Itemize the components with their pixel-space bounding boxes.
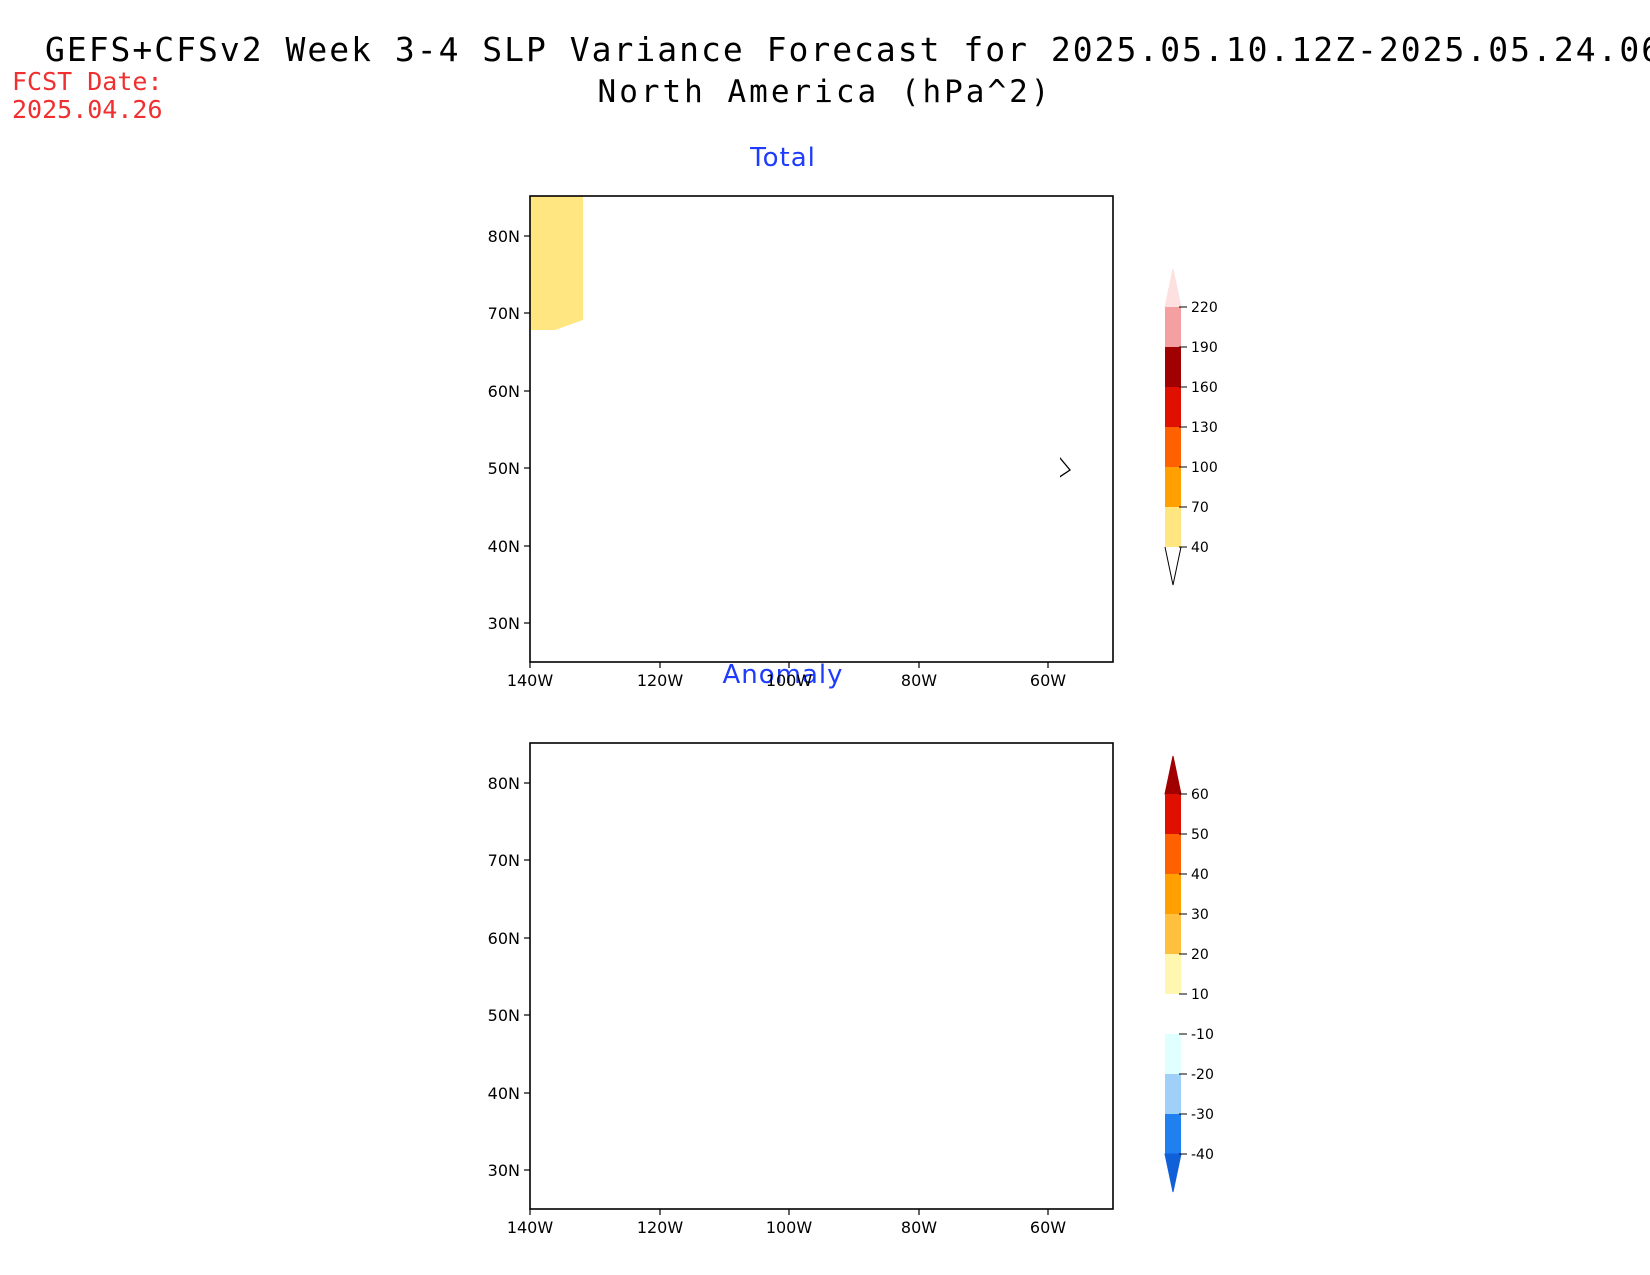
lat-tick-label: 40N [488,537,520,556]
lat-tick-label: 60N [488,929,520,948]
shaded-region-total [0,216,34,298]
panel-title-anomaly: Anomaly [722,660,844,690]
colorbar-label: 130 [1191,420,1218,436]
colorbar-arrow-bottom [1164,1153,1182,1193]
colorbar-label: 30 [1191,907,1209,923]
colorbar-box [1165,954,1181,994]
shaded-region-total [530,196,583,330]
lon-tick-label: 80W [901,671,937,690]
lat-tick-label: 70N [488,851,520,870]
lat-tick-label: 70N [488,304,520,323]
colorbar-label: 100 [1191,460,1218,476]
lon-tick-label: 140W [507,671,554,690]
colorbar-box [1165,307,1181,347]
forecast-date-label: FCST Date: [12,67,163,96]
lon-tick-label: 120W [637,671,684,690]
shaded-region-anomaly-neg [190,310,230,358]
colorbar-label: -40 [1191,1147,1214,1163]
colorbar-label: 40 [1191,540,1209,556]
colorbar-box [1165,834,1181,874]
map-panel-anomaly: 80N 70N 60N 50N 40N 30N 140W 120W 100W 80W 60W 60 5… [190,52,1214,1237]
chart-subtitle: North America (hPa^2) [597,74,1053,110]
lat-tick-label: 40N [488,1084,520,1103]
lat-tick-label: 50N [488,1006,520,1025]
lon-tick-label: 100W [766,1218,813,1237]
colorbar-box [1165,1034,1181,1074]
lat-tick-label: 30N [488,614,520,633]
colorbar-label: 10 [1191,987,1209,1003]
colorbar-label: 160 [1191,380,1218,396]
forecast-date-value: 2025.04.26 [12,95,163,124]
colorbar-box [1165,387,1181,427]
colorbar-label: -10 [1191,1027,1214,1043]
colorbar-box [1165,794,1181,834]
map-panel-total: 80N 70N 60N 50N 40N 30N 140W 120W 100W 80W 60W 220… [0,195,1218,690]
colorbar-box [1165,874,1181,914]
lon-tick-label: 140W [507,1218,554,1237]
lat-tick-label: 60N [488,382,520,401]
lat-tick-label: 50N [488,459,520,478]
lon-tick-label: 100W [766,671,813,690]
colorbar-arrow-top [1164,755,1182,795]
lon-tick-label: 60W [1030,1218,1066,1237]
colorbar-label: 50 [1191,827,1209,843]
colorbar-box [1165,1114,1181,1154]
colorbar-label: 190 [1191,340,1218,356]
panel-title-total: Total [750,143,816,173]
colorbar-label: 70 [1191,500,1209,516]
colorbar-label: 40 [1191,867,1209,883]
colorbar-label: -20 [1191,1067,1214,1083]
colorbar-label: -30 [1191,1107,1214,1123]
colorbar-arrow-top [1164,268,1182,308]
shaded-region-anomaly-pos [545,52,583,66]
lon-tick-label: 120W [637,1218,684,1237]
colorbar-box [1165,507,1181,547]
colorbar-label: 20 [1191,947,1209,963]
colorbar-arrow-bottom [1164,546,1182,586]
colorbar-box [1165,1074,1181,1114]
colorbar-label: 60 [1191,787,1209,803]
chart-title: GEFS+CFSv2 Week 3-4 SLP Variance Forecas… [44,30,1650,69]
colorbar-box [1165,914,1181,954]
colorbar-box [1165,347,1181,387]
lat-tick-label: 30N [488,1161,520,1180]
forecast-date: FCST Date: 2025.04.26 [12,68,163,124]
lat-tick-label: 80N [488,227,520,246]
colorbar-label: 220 [1191,300,1218,316]
shaded-region-anomaly-pos [240,116,254,128]
colorbar-box [1165,427,1181,467]
colorbar-box [1165,994,1181,1034]
lon-tick-label: 60W [1030,671,1066,690]
lat-tick-label: 80N [488,774,520,793]
lon-tick-label: 80W [901,1218,937,1237]
colorbar-box [1165,467,1181,507]
